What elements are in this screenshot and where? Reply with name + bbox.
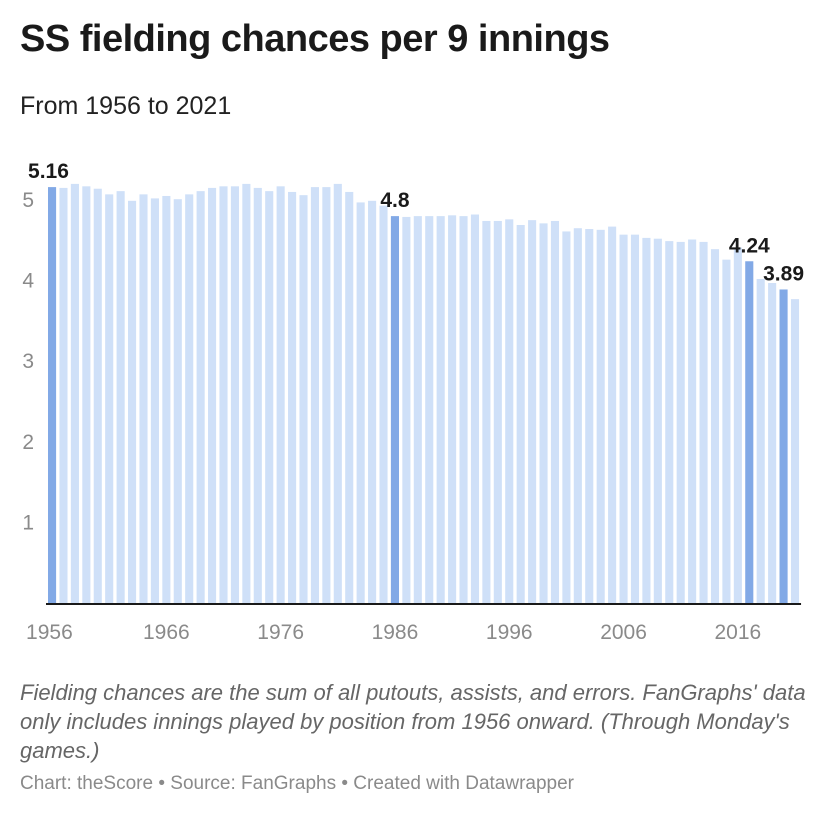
bar xyxy=(253,187,262,603)
x-tick-label: 1956 xyxy=(26,621,73,644)
bar xyxy=(288,191,297,603)
data-label: 4.24 xyxy=(729,234,770,257)
bar xyxy=(505,219,514,603)
bar xyxy=(379,205,388,603)
bar xyxy=(516,224,525,604)
bar xyxy=(665,241,674,604)
bar xyxy=(333,183,342,603)
bar xyxy=(448,215,457,603)
x-tick-label: 1976 xyxy=(257,621,304,644)
bar xyxy=(550,220,560,603)
bar xyxy=(345,191,354,603)
bar-highlighted xyxy=(390,216,399,603)
x-axis: 1956 1966 1976 1986 1996 2006 2016 xyxy=(26,621,761,644)
y-axis: 1 2 3 4 5 xyxy=(22,189,34,534)
bars xyxy=(48,183,800,604)
bar xyxy=(688,239,697,604)
bar xyxy=(368,200,377,603)
bar xyxy=(173,199,182,603)
bar xyxy=(219,186,228,604)
bar xyxy=(162,195,171,603)
data-label: 4.8 xyxy=(380,189,410,212)
bar xyxy=(413,216,422,603)
bar xyxy=(150,198,159,603)
bar xyxy=(116,191,125,603)
bar-highlighted xyxy=(745,261,754,603)
x-tick-label: 1986 xyxy=(372,621,419,644)
bar xyxy=(139,194,148,604)
chart-footer: Chart: theScore • Source: FanGraphs • Cr… xyxy=(20,773,575,794)
bar xyxy=(710,249,720,604)
y-tick-label: 1 xyxy=(22,511,34,534)
bar-highlighted xyxy=(48,187,57,603)
bar xyxy=(562,231,571,603)
bar xyxy=(573,228,582,603)
bar xyxy=(528,220,537,603)
bar xyxy=(436,216,445,603)
x-tick-label: 2006 xyxy=(600,621,647,644)
bar xyxy=(539,223,548,603)
bar xyxy=(722,259,731,603)
chart-title: SS fielding chances per 9 innings xyxy=(20,18,610,60)
y-tick-label: 3 xyxy=(22,350,34,373)
bar xyxy=(790,299,800,603)
bar xyxy=(768,283,777,603)
bar-highlighted xyxy=(779,289,788,603)
bar xyxy=(230,186,239,604)
bar xyxy=(82,186,91,604)
bar xyxy=(642,237,651,603)
y-tick-label: 5 xyxy=(22,189,34,212)
bar xyxy=(59,187,68,603)
bar xyxy=(196,191,205,603)
bar xyxy=(105,194,114,604)
bar xyxy=(630,234,640,603)
data-label: 5.16 xyxy=(28,160,69,183)
bar xyxy=(265,191,274,603)
x-tick-label: 1996 xyxy=(486,621,533,644)
y-tick-label: 4 xyxy=(22,270,34,293)
bar xyxy=(459,216,468,603)
x-tick-label: 1966 xyxy=(143,621,190,644)
bar xyxy=(70,183,79,603)
bar xyxy=(470,214,480,603)
bar xyxy=(322,187,331,603)
bar xyxy=(356,202,365,604)
bar xyxy=(619,234,628,603)
bar xyxy=(733,247,742,604)
bar xyxy=(128,200,137,603)
bar xyxy=(425,216,434,603)
bar xyxy=(608,226,617,603)
bar xyxy=(276,186,285,604)
data-labels: 5.16 4.8 4.24 3.89 xyxy=(28,160,804,285)
chart-subtitle: From 1956 to 2021 xyxy=(20,92,232,120)
bar xyxy=(242,183,251,603)
bar xyxy=(299,195,308,603)
bar xyxy=(493,220,502,603)
bar xyxy=(585,229,594,603)
y-tick-label: 2 xyxy=(22,431,34,454)
bar-chart: 1 2 3 4 5 1956 1966 1976 1986 1996 2006 2016 5.16 4… xyxy=(22,160,804,644)
data-label: 3.89 xyxy=(763,262,804,285)
bar xyxy=(756,278,765,603)
bar xyxy=(185,194,194,604)
bar xyxy=(676,241,685,603)
bar xyxy=(208,187,217,603)
bar xyxy=(482,220,491,603)
bar xyxy=(310,187,319,603)
x-tick-label: 2016 xyxy=(714,621,761,644)
chart-notes: Fielding chances are the sum of all puto… xyxy=(20,680,806,763)
bar xyxy=(93,188,102,603)
bar xyxy=(402,216,411,603)
bar xyxy=(596,229,605,603)
bar xyxy=(699,241,708,603)
bar xyxy=(653,238,662,603)
